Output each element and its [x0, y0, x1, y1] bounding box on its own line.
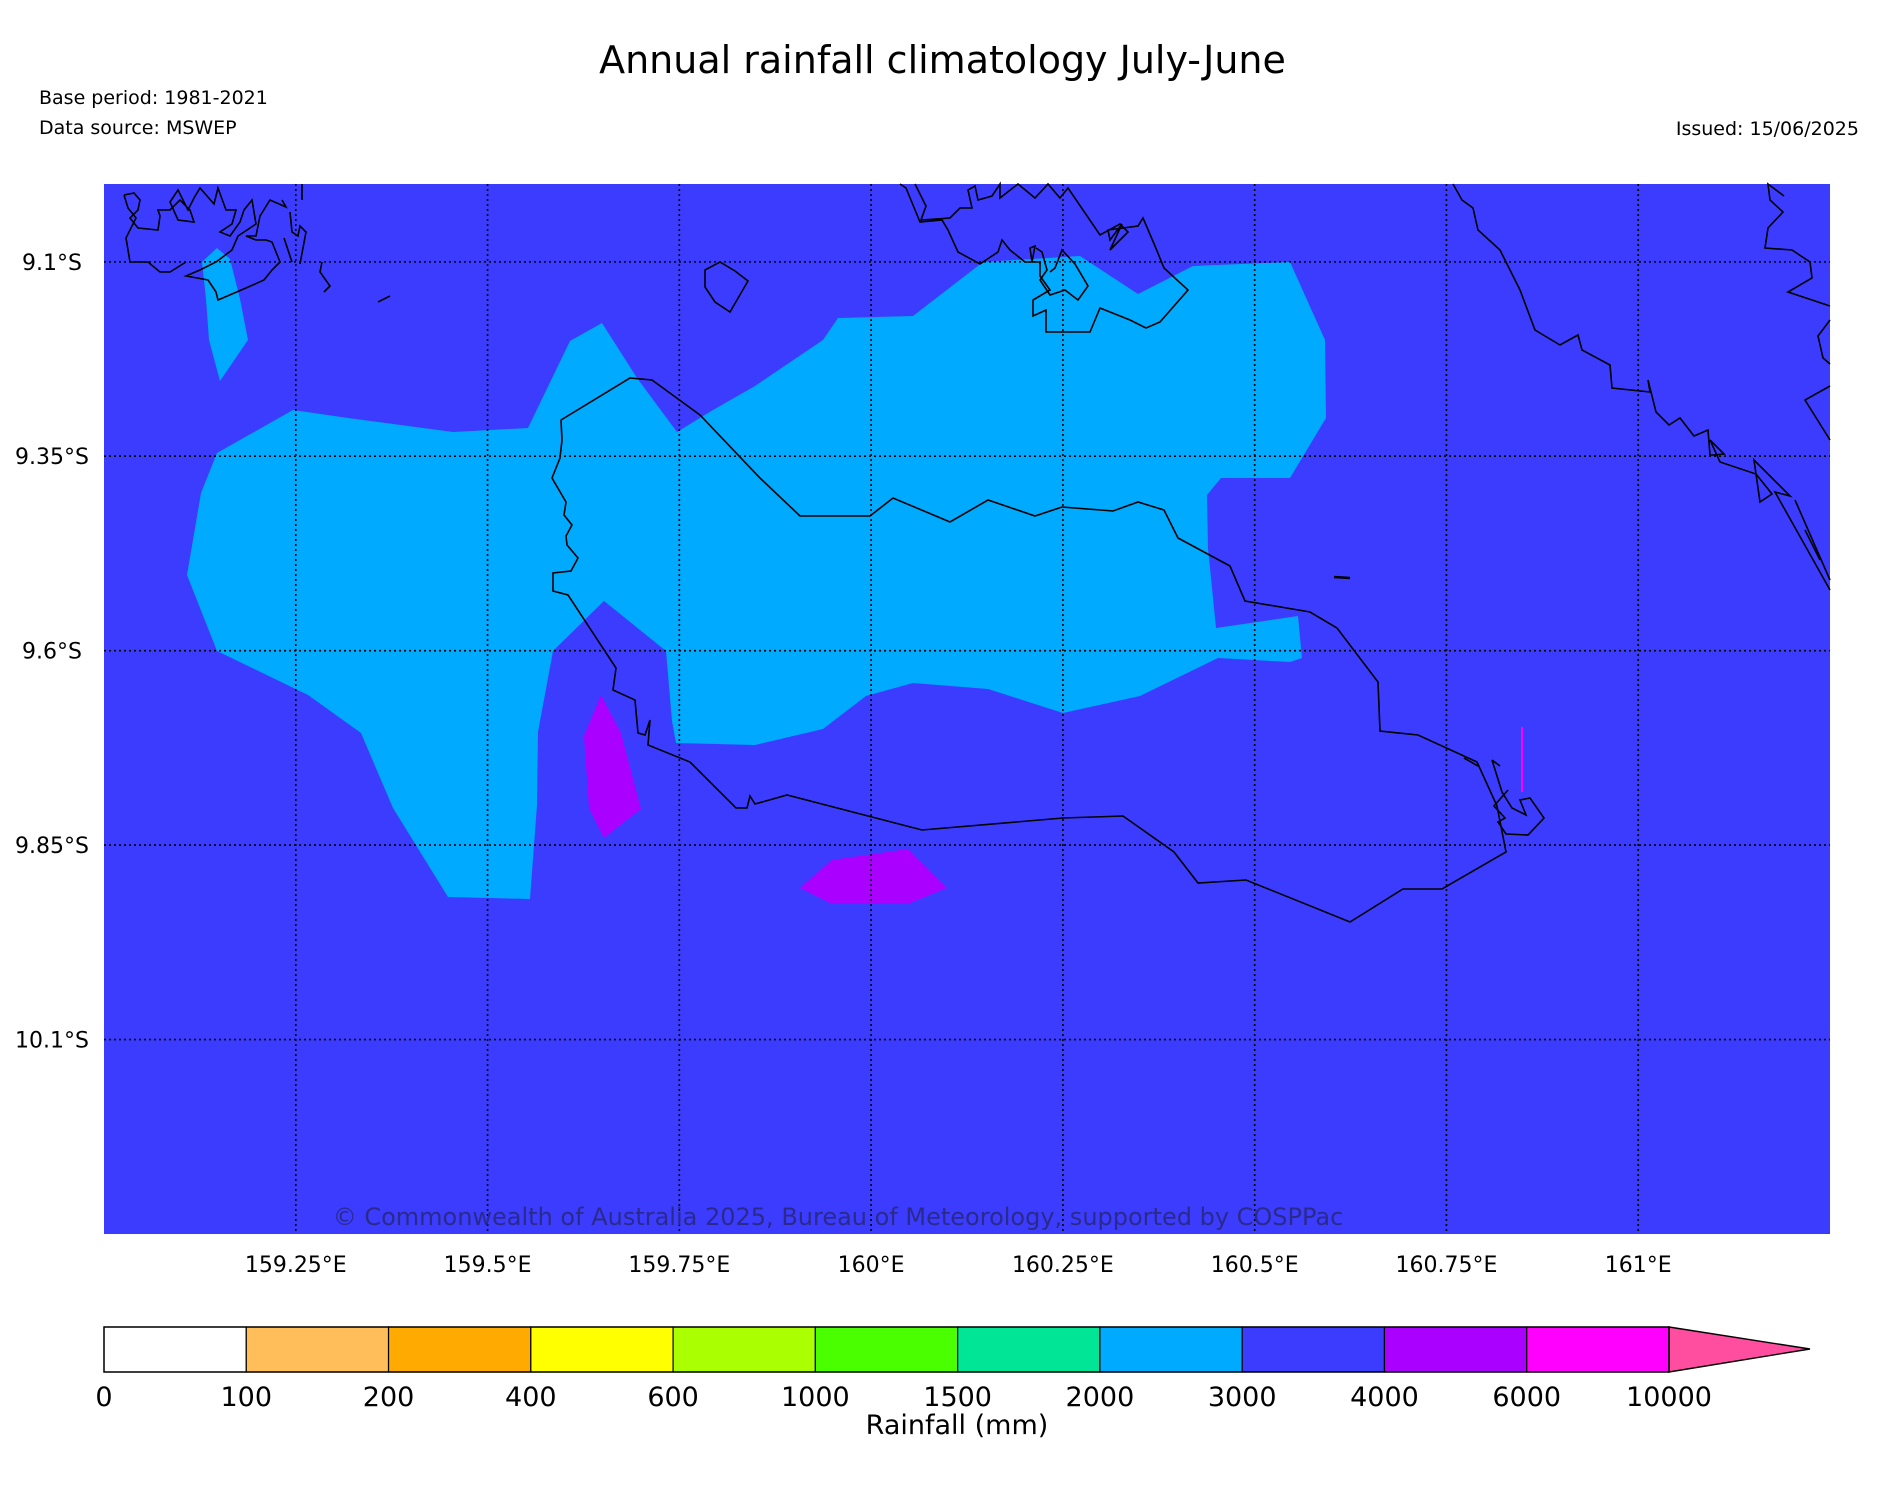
- colorbar-tick-label: 600: [647, 1382, 699, 1413]
- colorbar-frame: [103, 1326, 1670, 1373]
- colorbar-segment: [957, 1326, 1101, 1373]
- colorbar-title: Rainfall (mm): [866, 1410, 1049, 1441]
- lon-tick-labels: 159.25°E 159.5°E 159.75°E 160°E 160.25°E 160.…: [245, 1253, 1672, 1278]
- colorbar-tick-labels: 0 100 200 400 600 1000 1500 2000 3000 4000 6000 100…: [95, 1382, 1712, 1413]
- lat-tick-label: 9.85°S: [15, 834, 89, 859]
- lon-tick-label: 160°E: [838, 1253, 905, 1278]
- rainfall-contours: [187, 248, 1523, 904]
- colorbar-extend-arrow: [1668, 1326, 1811, 1373]
- lat-tick-label: 9.35°S: [15, 445, 89, 470]
- colorbar-segment: [1099, 1326, 1243, 1373]
- colorbar-segment: [672, 1326, 816, 1373]
- copyright-notice: © Commonwealth of Australia 2025, Bureau…: [333, 1203, 1344, 1231]
- contour-4000-6000-south: [800, 849, 947, 904]
- coastline-east-islets: [1463, 757, 1546, 836]
- colorbar-segment: [103, 1326, 247, 1373]
- colorbar-segment: [1526, 1326, 1670, 1373]
- colorbar-tick-label: 200: [363, 1382, 415, 1413]
- colorbar-segment: [245, 1326, 390, 1373]
- colorbar-tick-label: 100: [220, 1382, 272, 1413]
- coastline-savo-island: [704, 261, 750, 314]
- lon-tick-label: 160.5°E: [1211, 1253, 1299, 1278]
- colorbar-segment: [387, 1326, 532, 1373]
- coastline-malaita-coves: [1794, 319, 1831, 581]
- colorbar-segment: [1241, 1326, 1386, 1373]
- colorbar-tick-label: 1000: [781, 1382, 850, 1413]
- lat-tick-label: 9.6°S: [22, 640, 82, 665]
- coastline-guadalcanal: [551, 377, 1507, 923]
- contour-4000-6000-west: [584, 695, 641, 838]
- base-period: Base period: 1981-2021: [39, 87, 268, 109]
- colorbar-segment: [814, 1326, 959, 1373]
- colorbar-segments: [103, 1326, 1670, 1373]
- colorbar-segment: [530, 1326, 674, 1373]
- lon-tick-label: 161°E: [1605, 1253, 1672, 1278]
- colorbar-segment: [1383, 1326, 1528, 1373]
- lon-tick-label: 159.5°E: [444, 1253, 532, 1278]
- coastline-russell-small: [283, 184, 391, 303]
- issued-date: Issued: 15/06/2025: [1675, 118, 1859, 140]
- contour-2000-3000-northwest: [202, 248, 248, 381]
- data-source: Data source: MSWEP: [39, 117, 237, 139]
- contour-2000-3000-main: [187, 256, 1326, 899]
- colorbar-tick-label: 3000: [1208, 1382, 1277, 1413]
- colorbar-tick-label: 0: [95, 1382, 112, 1413]
- colorbar-tick-label: 2000: [1066, 1382, 1135, 1413]
- graticule: [104, 184, 1830, 1234]
- lon-tick-label: 160.25°E: [1012, 1253, 1114, 1278]
- map-title: Annual rainfall climatology July-June: [599, 38, 1286, 82]
- lat-tick-label: 9.1°S: [22, 251, 82, 276]
- coastline-east-rock: [1333, 575, 1351, 580]
- coastline-malaita-north: [1764, 182, 1831, 307]
- map-metadata: Base period: 1981-2021 Data source: MSWE…: [39, 83, 268, 143]
- lon-tick-label: 160.75°E: [1395, 1253, 1497, 1278]
- lon-tick-label: 159.75°E: [628, 1253, 730, 1278]
- colorbar-tick-label: 10000: [1626, 1382, 1712, 1413]
- lat-tick-label: 10.1°S: [15, 1029, 89, 1054]
- coastline-florida-islands: [899, 181, 1190, 333]
- colorbar-tick-label: 6000: [1492, 1382, 1561, 1413]
- colorbar-tick-label: 4000: [1350, 1382, 1419, 1413]
- coastline-malaita-west: [1452, 183, 1831, 591]
- colorbar: 0 100 200 400 600 1000 1500 2000 3000 4000 6000 100…: [95, 1326, 1811, 1441]
- lon-tick-label: 159.25°E: [245, 1253, 347, 1278]
- lat-tick-labels: 9.1°S 9.35°S 9.6°S 9.85°S 10.1°S: [15, 251, 89, 1054]
- coastline-florida-inner: [1035, 247, 1089, 302]
- colorbar-tick-label: 1500: [923, 1382, 992, 1413]
- colorbar-tick-label: 400: [505, 1382, 557, 1413]
